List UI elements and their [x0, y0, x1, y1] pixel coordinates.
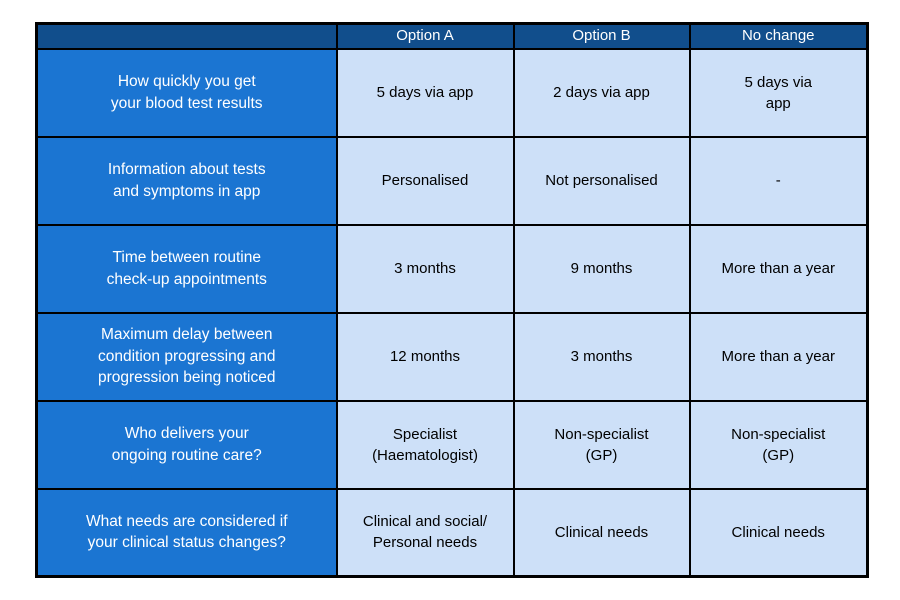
table-row-progression-delay: Maximum delay between condition progress… [35, 311, 869, 402]
cell-no-change: Clinical needs [688, 487, 869, 578]
cell-no-change: More than a year [688, 311, 869, 402]
table-row-test-information: Information about tests and symptoms in … [35, 135, 869, 226]
cell-no-change: 5 days via app [688, 47, 869, 138]
cell-option-b: 3 months [512, 311, 691, 402]
cell-option-b: Not personalised [512, 135, 691, 226]
cell-option-b: 9 months [512, 223, 691, 314]
options-comparison-table: Option A Option B No change How quickly … [35, 22, 869, 578]
cell-option-b: Non-specialist (GP) [512, 399, 691, 490]
cell-option-b: 2 days via app [512, 47, 691, 138]
header-cell-empty [35, 22, 338, 50]
cell-no-change: More than a year [688, 223, 869, 314]
cell-option-a: Clinical and social/ Personal needs [335, 487, 515, 578]
cell-option-a: 12 months [335, 311, 515, 402]
cell-no-change: Non-specialist (GP) [688, 399, 869, 490]
row-label: Information about tests and symptoms in … [35, 135, 338, 226]
table-header-row: Option A Option B No change [35, 22, 869, 50]
cell-option-a: 3 months [335, 223, 515, 314]
table-row-blood-test-results: How quickly you get your blood test resu… [35, 47, 869, 138]
row-label: Time between routine check-up appointmen… [35, 223, 338, 314]
cell-option-a: 5 days via app [335, 47, 515, 138]
column-header-option-a: Option A [335, 22, 515, 50]
table-row-needs-considered: What needs are considered if your clinic… [35, 487, 869, 578]
table-row-checkup-interval: Time between routine check-up appointmen… [35, 223, 869, 314]
cell-option-a: Specialist (Haematologist) [335, 399, 515, 490]
cell-option-b: Clinical needs [512, 487, 691, 578]
row-label: Maximum delay between condition progress… [35, 311, 338, 402]
column-header-option-b: Option B [512, 22, 691, 50]
cell-option-a: Personalised [335, 135, 515, 226]
row-label: How quickly you get your blood test resu… [35, 47, 338, 138]
table-row-care-provider: Who delivers your ongoing routine care? … [35, 399, 869, 490]
cell-no-change: - [688, 135, 869, 226]
row-label: Who delivers your ongoing routine care? [35, 399, 338, 490]
row-label: What needs are considered if your clinic… [35, 487, 338, 578]
column-header-no-change: No change [688, 22, 869, 50]
